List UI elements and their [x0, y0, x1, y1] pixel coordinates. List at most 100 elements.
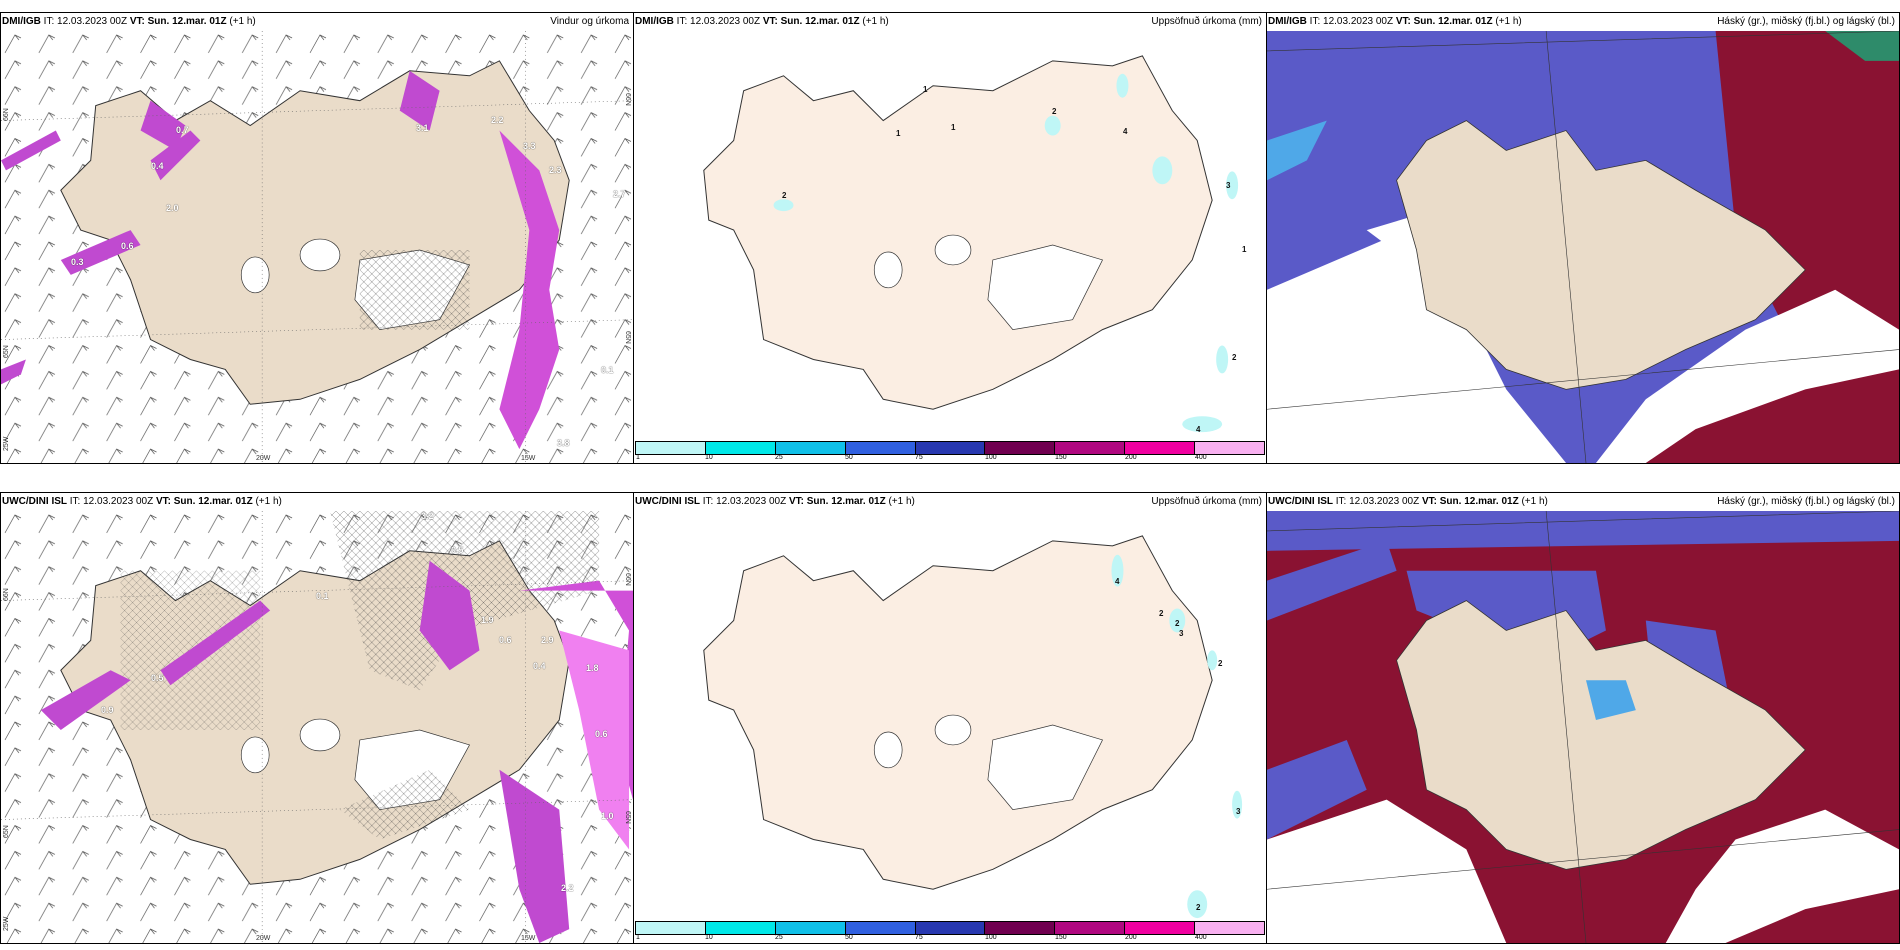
colorbar-tick: 1 — [636, 934, 640, 941]
colorbar-tick: 75 — [915, 934, 923, 941]
precip-value: 0.9 — [101, 705, 114, 715]
map-clouds — [1267, 31, 1899, 463]
colorbar-bin — [845, 922, 916, 934]
product-title: Háský (gr.), miðský (fj.bl.) og lágský (… — [1717, 496, 1895, 507]
lead-time: (+1 h) — [862, 16, 889, 27]
lon-label-15w: 15W — [521, 935, 536, 942]
precip-value: 3.8 — [557, 438, 570, 448]
precip-value: 0.4 — [151, 161, 164, 171]
precip-label: 1 — [923, 85, 928, 94]
colorbar-bin — [775, 442, 846, 454]
precip-label: 4 — [1196, 425, 1201, 434]
precip-label: 2 — [1196, 903, 1201, 912]
lon-label-20w: 20W — [256, 935, 271, 942]
colorbar-tick: 50 — [845, 454, 853, 461]
lat-label-66n-right: 66N — [624, 93, 631, 106]
precip-value: 2.0 — [166, 203, 179, 213]
colorbar-bin — [775, 922, 846, 934]
colorbar-tick: 400 — [1195, 454, 1207, 461]
precip-label: 2 — [1159, 609, 1164, 618]
vt-value: Sun. 12.mar. 01Z — [173, 496, 253, 507]
panel-dmi-wind-precip: DMI/IGB IT: 12.03.2023 00Z VT: Sun. 12.m… — [0, 12, 634, 464]
lat-label-66n: 66N — [3, 588, 10, 601]
precip-label: 2 — [782, 191, 787, 200]
model-name: DMI/IGB — [1268, 16, 1307, 27]
colorbar-bin — [636, 922, 706, 934]
it-label: IT: — [676, 16, 688, 27]
colorbar-tick: 150 — [1055, 934, 1067, 941]
panel-header: UWC/DINI ISL IT: 12.03.2023 00Z VT: Sun.… — [634, 493, 1266, 511]
it-value: 12.03.2023 00Z — [83, 496, 154, 507]
precip-value: 2.2 — [491, 115, 504, 125]
colorbar-bin — [1055, 922, 1126, 934]
colorbar-bin — [705, 442, 776, 454]
lat-label-65n: 65N — [3, 825, 10, 838]
lon-label-25w: 25W — [3, 916, 10, 931]
colorbar-bin — [1195, 922, 1265, 934]
colorbar-bin — [915, 442, 986, 454]
panel-header: DMI/IGB IT: 12.03.2023 00Z VT: Sun. 12.m… — [1267, 13, 1899, 31]
panel-dmi-clouds: DMI/IGB IT: 12.03.2023 00Z VT: Sun. 12.m… — [1266, 12, 1900, 464]
vt-label: VT: — [1421, 496, 1437, 507]
it-value: 12.03.2023 00Z — [690, 16, 761, 27]
precip-value: 0.4 — [533, 661, 546, 671]
colorbar-ticks: 1 10 25 50 75 100 150 200 400 — [635, 934, 1265, 943]
precip-value: 0.1 — [601, 365, 614, 375]
lead-time: (+1 h) — [229, 16, 256, 27]
map-wind-precip — [1, 31, 633, 463]
product-title: Vindur og úrkoma — [550, 16, 629, 27]
lead-time: (+1 h) — [1521, 496, 1548, 507]
vt-value: Sun. 12.mar. 01Z — [780, 16, 860, 27]
precip-label: 4 — [1115, 577, 1120, 586]
colorbar-tick: 100 — [985, 934, 997, 941]
product-title: Uppsöfnuð úrkoma (mm) — [1151, 496, 1262, 507]
colorbar-tick: 1 — [636, 454, 640, 461]
precip-label: 1 — [896, 129, 901, 138]
model-name: UWC/DINI ISL — [635, 496, 700, 507]
vt-label: VT: — [1395, 16, 1411, 27]
colorbar-tick: 25 — [775, 934, 783, 941]
iceland-land — [1396, 120, 1806, 390]
precip-label: 2 — [1218, 659, 1223, 668]
panel-header: UWC/DINI ISL IT: 12.03.2023 00Z VT: Sun.… — [1267, 493, 1899, 511]
colorbar-bin — [985, 442, 1056, 454]
colorbar-bins — [635, 441, 1265, 455]
precip-value: 2.9 — [541, 635, 554, 645]
colorbar-bin — [1195, 442, 1265, 454]
lead-time: (+1 h) — [255, 496, 282, 507]
vt-label: VT: — [155, 496, 171, 507]
panel-header: DMI/IGB IT: 12.03.2023 00Z VT: Sun. 12.m… — [634, 13, 1266, 31]
model-name: DMI/IGB — [635, 16, 674, 27]
precip-value: 3.2 — [421, 511, 434, 521]
vt-label: VT: — [762, 16, 778, 27]
lon-label-20w: 20W — [256, 455, 271, 462]
vt-value: Sun. 12.mar. 01Z — [806, 496, 886, 507]
it-label: IT: — [702, 496, 714, 507]
vt-value: Sun. 12.mar. 01Z — [1413, 16, 1493, 27]
vt-value: Sun. 12.mar. 01Z — [147, 16, 227, 27]
colorbar-tick: 400 — [1195, 934, 1207, 941]
map-wind-precip — [1, 511, 633, 943]
model-name: DMI/IGB — [2, 16, 41, 27]
panel-uwc-accum-precip: UWC/DINI ISL IT: 12.03.2023 00Z VT: Sun.… — [633, 492, 1267, 944]
vt-label: VT: — [788, 496, 804, 507]
panel-uwc-clouds: UWC/DINI ISL IT: 12.03.2023 00Z VT: Sun.… — [1266, 492, 1900, 944]
colorbar-tick: 25 — [775, 454, 783, 461]
precip-label: 3 — [1179, 629, 1184, 638]
precip-label: 3 — [1226, 181, 1231, 190]
colorbar-tick: 50 — [845, 934, 853, 941]
colorbar-bins — [635, 921, 1265, 935]
colorbar-tick: 200 — [1125, 454, 1137, 461]
lat-label-66n: 66N — [3, 108, 10, 121]
colorbar-tick: 200 — [1125, 934, 1137, 941]
colorbar-bin — [1055, 442, 1126, 454]
precip-label: 2 — [1232, 353, 1237, 362]
colorbar-bin — [1125, 442, 1196, 454]
lat-label-65n-right: 65N — [624, 811, 631, 824]
precip-value: 0.3 — [71, 257, 84, 267]
precip-label: 1 — [1242, 245, 1247, 254]
it-value: 12.03.2023 00Z — [57, 16, 128, 27]
colorbar-bin — [915, 922, 986, 934]
colorbar-bin — [705, 922, 776, 934]
colorbar-tick: 10 — [705, 454, 713, 461]
